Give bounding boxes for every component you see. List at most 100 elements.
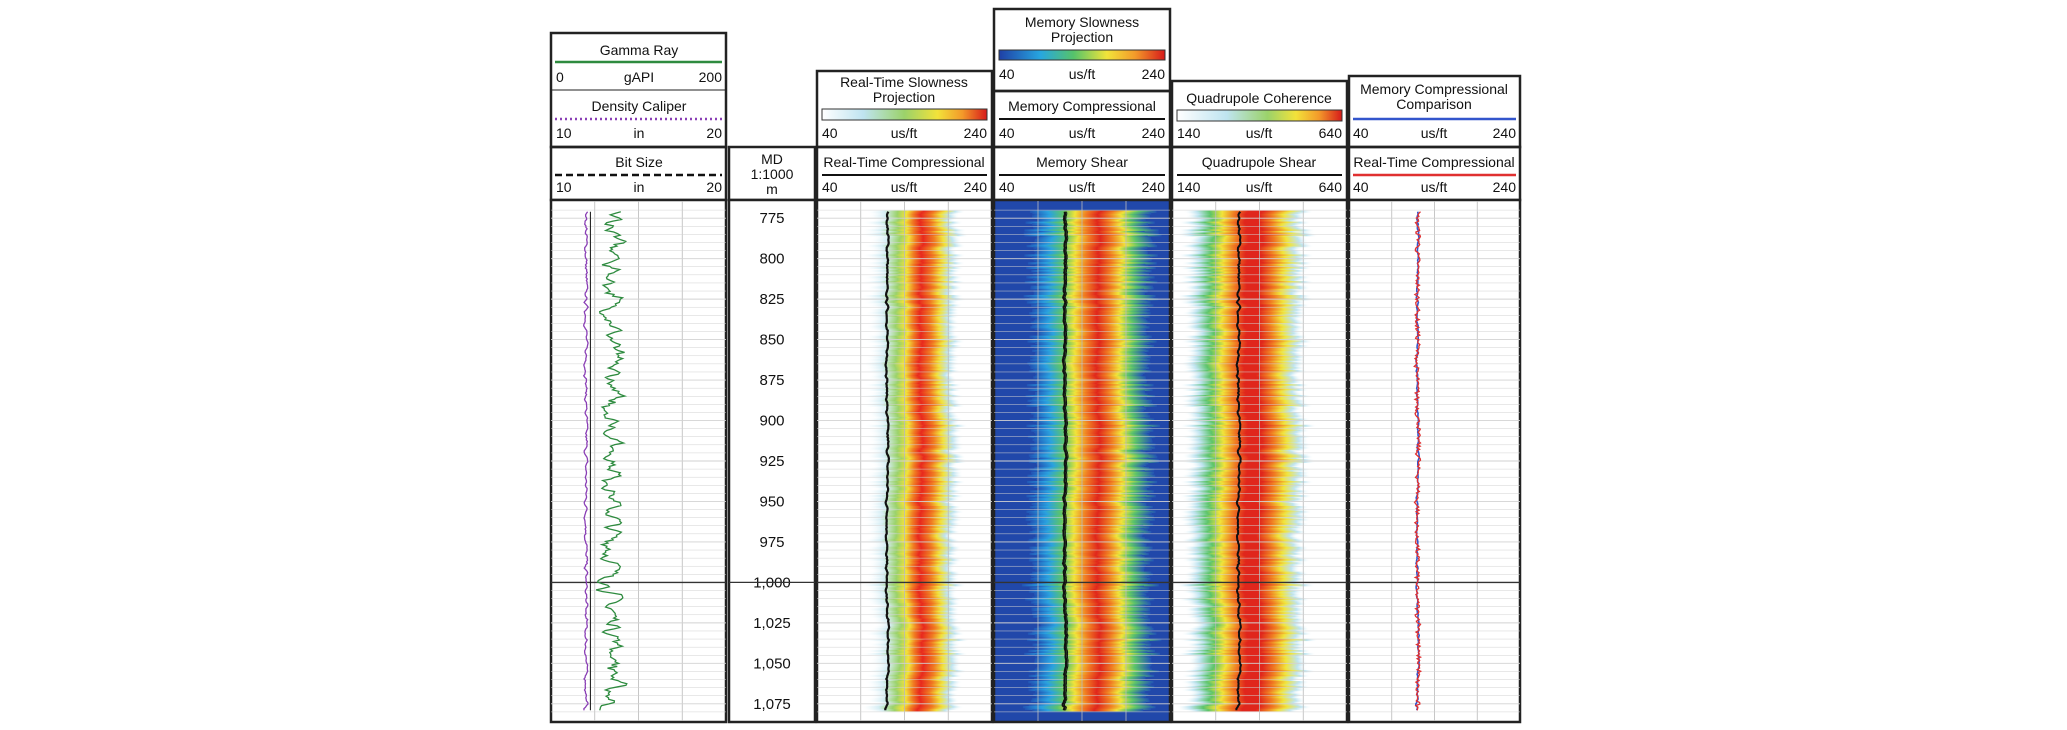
rt-slowness-band (861, 229, 967, 232)
mem-slowness-band (1034, 634, 1150, 637)
rt-slowness-band (866, 243, 965, 246)
q-coherence-band (1187, 627, 1310, 631)
q-coherence-band (1191, 701, 1303, 704)
rt-slowness-band (865, 587, 959, 590)
mem-slowness-band (1040, 624, 1148, 627)
q-coherence-band (1179, 276, 1311, 279)
mem-slowness-band (1031, 398, 1147, 401)
rt-slowness-band (867, 537, 956, 540)
mem-slowness-band (1027, 399, 1152, 402)
rt-slowness-band (871, 656, 960, 659)
rt-slowness-band (869, 252, 958, 256)
q-coherence-band (1192, 284, 1301, 287)
q-coherence-band (1183, 365, 1304, 368)
q-coherence-band (1183, 448, 1308, 451)
mem-slowness-unit: us/ft (1069, 66, 1096, 82)
q-coherence-band (1185, 223, 1304, 226)
q-coherence-band (1184, 577, 1307, 581)
rt-compressional-curve (884, 211, 891, 711)
rt-slowness-band (873, 648, 957, 651)
q-coherence-band (1184, 548, 1308, 551)
mem-slowness-band (1033, 420, 1151, 423)
q-coherence-band (1188, 265, 1305, 268)
q-coherence-band (1190, 219, 1299, 223)
q-coherence-band (1188, 595, 1301, 598)
rt-slowness-band (867, 273, 959, 276)
q-coherence-band (1185, 529, 1304, 532)
depth-tick-label: 1,050 (753, 655, 791, 672)
q-coherence-band (1186, 482, 1306, 485)
q-coherence-band (1183, 355, 1307, 359)
mem-slowness-band (1034, 252, 1148, 256)
mem-slowness-band (1028, 674, 1155, 678)
mem-slowness-band (1032, 529, 1148, 532)
mem-slowness-band (1040, 623, 1148, 626)
mem-slowness-band (1035, 673, 1150, 676)
rt-slowness-band (864, 590, 958, 593)
mem-slowness-band (1029, 210, 1157, 213)
mem-slowness-band (1031, 698, 1149, 701)
rt-slowness-band (869, 432, 958, 435)
rt-slowness-band (868, 602, 961, 606)
rt-slowness-band (862, 221, 964, 224)
q-coherence-band (1192, 487, 1304, 490)
mem-slowness-band (1024, 234, 1162, 237)
mem-slowness-band (1034, 213, 1148, 216)
rt-slowness-band (871, 316, 955, 320)
rt-slowness-band (872, 224, 956, 227)
q-coherence-band (1186, 576, 1303, 579)
mem-slowness-band (1031, 304, 1154, 307)
q-coherence-band (1183, 499, 1304, 502)
rt-slowness-band (866, 574, 960, 577)
q-coherence-band (1185, 596, 1306, 599)
mem-slowness-band (1036, 302, 1145, 306)
mem-slowness-band (1038, 284, 1145, 287)
q-coherence-band (1180, 638, 1318, 642)
rt-slowness-band (866, 210, 966, 213)
mem-slowness-band (1030, 243, 1156, 246)
rt-slowness-band (870, 462, 959, 465)
rt-slowness-band (869, 430, 960, 434)
mem-slowness-band (1039, 645, 1147, 648)
rt-slowness-band (868, 396, 957, 399)
q-coherence-band (1190, 316, 1300, 320)
rt-slowness-band (866, 269, 961, 273)
q-coherence-band (1191, 620, 1304, 623)
q-coherence-band (1177, 707, 1307, 710)
rt-slowness-band (865, 402, 962, 406)
density-caliper-curve (582, 211, 590, 711)
mem-slowness-band (1035, 260, 1149, 263)
rt-slowness-band (868, 576, 958, 579)
q-coherence-band (1191, 663, 1308, 667)
rt-slowness-band (871, 610, 956, 613)
q-coherence-band (1176, 706, 1312, 709)
q-coherence-band (1187, 509, 1306, 512)
rt-slowness-band (870, 695, 957, 698)
rt-slowness-band (867, 643, 961, 646)
mem-slowness-band (1035, 451, 1146, 454)
mem-slowness-band (1033, 320, 1148, 323)
q-coherence-band (1183, 287, 1311, 290)
rt-slowness-band (862, 515, 963, 518)
rt-slowness-band (866, 520, 960, 523)
rt-slowness-band (866, 577, 960, 581)
rt-slowness-band (869, 634, 960, 637)
mem-slowness-band (1036, 541, 1145, 545)
q-shear-max: 640 (1319, 179, 1343, 195)
q-coherence-band (1181, 649, 1311, 653)
rt-slowness-band (869, 213, 958, 216)
mem-slowness-band (1023, 295, 1156, 298)
mem-slowness-band (1035, 595, 1145, 598)
q-coherence-band (1184, 609, 1307, 612)
rt-slowness-band (868, 226, 960, 229)
mem-slowness-band (1028, 681, 1154, 684)
rt-slowness-band (865, 365, 957, 368)
q-coherence-band (1184, 243, 1312, 246)
q-coherence-band (1184, 699, 1306, 703)
mem-slowness-band (1033, 415, 1151, 418)
rt-slowness-band (868, 293, 956, 296)
q-coherence-band (1188, 496, 1303, 499)
q-coherence-band (1188, 352, 1303, 356)
rt-slowness-band (872, 405, 956, 409)
q-coherence-band (1181, 498, 1308, 501)
